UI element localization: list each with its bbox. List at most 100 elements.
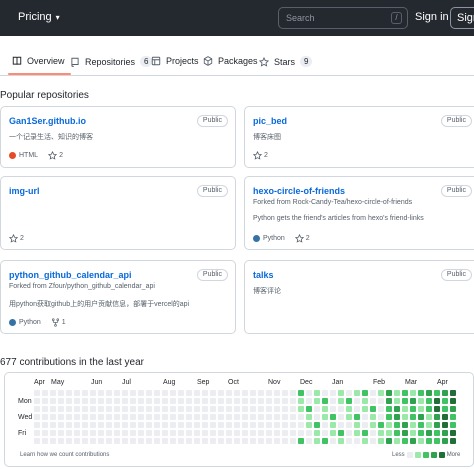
contribution-day[interactable] bbox=[98, 390, 104, 396]
contribution-day[interactable] bbox=[322, 414, 328, 420]
contribution-day[interactable] bbox=[170, 422, 176, 428]
contribution-day[interactable] bbox=[314, 414, 320, 420]
contribution-day[interactable] bbox=[330, 438, 336, 444]
contribution-day[interactable] bbox=[346, 430, 352, 436]
contribution-day[interactable] bbox=[386, 414, 392, 420]
contribution-day[interactable] bbox=[242, 414, 248, 420]
sign-in-link[interactable]: Sign in bbox=[415, 11, 449, 23]
contribution-day[interactable] bbox=[394, 438, 400, 444]
contribution-day[interactable] bbox=[450, 390, 456, 396]
contribution-day[interactable] bbox=[306, 438, 312, 444]
contribution-day[interactable] bbox=[130, 390, 136, 396]
contribution-day[interactable] bbox=[450, 438, 456, 444]
contribution-day[interactable] bbox=[66, 414, 72, 420]
contribution-day[interactable] bbox=[386, 406, 392, 412]
contribution-day[interactable] bbox=[162, 422, 168, 428]
contribution-day[interactable] bbox=[90, 422, 96, 428]
contribution-day[interactable] bbox=[130, 422, 136, 428]
contribution-day[interactable] bbox=[410, 430, 416, 436]
contribution-day[interactable] bbox=[146, 398, 152, 404]
contribution-day[interactable] bbox=[34, 430, 40, 436]
contribution-day[interactable] bbox=[314, 430, 320, 436]
contribution-day[interactable] bbox=[242, 390, 248, 396]
contribution-day[interactable] bbox=[346, 390, 352, 396]
contribution-day[interactable] bbox=[58, 398, 64, 404]
contribution-day[interactable] bbox=[346, 414, 352, 420]
contribution-day[interactable] bbox=[418, 390, 424, 396]
contribution-day[interactable] bbox=[378, 430, 384, 436]
repo-stars-link[interactable]: 2 bbox=[9, 234, 24, 243]
contribution-day[interactable] bbox=[450, 430, 456, 436]
contribution-day[interactable] bbox=[58, 438, 64, 444]
contribution-day[interactable] bbox=[306, 390, 312, 396]
contribution-day[interactable] bbox=[370, 390, 376, 396]
contribution-day[interactable] bbox=[66, 438, 72, 444]
contribution-day[interactable] bbox=[386, 398, 392, 404]
contribution-day[interactable] bbox=[290, 390, 296, 396]
contribution-day[interactable] bbox=[74, 422, 80, 428]
contribution-day[interactable] bbox=[146, 438, 152, 444]
contribution-day[interactable] bbox=[138, 414, 144, 420]
contribution-day[interactable] bbox=[170, 430, 176, 436]
contribution-day[interactable] bbox=[42, 406, 48, 412]
contribution-day[interactable] bbox=[250, 422, 256, 428]
contribution-day[interactable] bbox=[50, 422, 56, 428]
contribution-day[interactable] bbox=[290, 406, 296, 412]
contribution-day[interactable] bbox=[242, 438, 248, 444]
contribution-day[interactable] bbox=[202, 406, 208, 412]
contribution-day[interactable] bbox=[274, 422, 280, 428]
contribution-day[interactable] bbox=[106, 430, 112, 436]
contribution-day[interactable] bbox=[130, 430, 136, 436]
contribution-day[interactable] bbox=[266, 414, 272, 420]
contribution-day[interactable] bbox=[66, 430, 72, 436]
contribution-day[interactable] bbox=[354, 398, 360, 404]
contribution-day[interactable] bbox=[74, 390, 80, 396]
tab-projects[interactable]: Projects bbox=[151, 56, 199, 66]
contribution-day[interactable] bbox=[106, 422, 112, 428]
repo-name-link[interactable]: python_github_calendar_api bbox=[9, 270, 132, 280]
contribution-day[interactable] bbox=[426, 390, 432, 396]
contribution-day[interactable] bbox=[234, 438, 240, 444]
contribution-day[interactable] bbox=[210, 390, 216, 396]
contribution-day[interactable] bbox=[194, 414, 200, 420]
contribution-day[interactable] bbox=[442, 414, 448, 420]
contribution-day[interactable] bbox=[186, 430, 192, 436]
contribution-day[interactable] bbox=[282, 406, 288, 412]
contribution-day[interactable] bbox=[362, 422, 368, 428]
contribution-day[interactable] bbox=[266, 398, 272, 404]
contribution-day[interactable] bbox=[138, 406, 144, 412]
contribution-day[interactable] bbox=[234, 414, 240, 420]
contribution-day[interactable] bbox=[418, 398, 424, 404]
contribution-day[interactable] bbox=[306, 422, 312, 428]
contribution-day[interactable] bbox=[370, 422, 376, 428]
contribution-day[interactable] bbox=[50, 390, 56, 396]
contribution-day[interactable] bbox=[442, 406, 448, 412]
contribution-day[interactable] bbox=[274, 406, 280, 412]
contribution-day[interactable] bbox=[186, 438, 192, 444]
contribution-day[interactable] bbox=[354, 414, 360, 420]
contribution-day[interactable] bbox=[386, 430, 392, 436]
contribution-day[interactable] bbox=[98, 430, 104, 436]
contribution-day[interactable] bbox=[82, 422, 88, 428]
contribution-day[interactable] bbox=[282, 414, 288, 420]
contribution-day[interactable] bbox=[386, 390, 392, 396]
contribution-day[interactable] bbox=[90, 390, 96, 396]
contribution-day[interactable] bbox=[82, 414, 88, 420]
contribution-day[interactable] bbox=[90, 414, 96, 420]
contribution-day[interactable] bbox=[434, 398, 440, 404]
contribution-day[interactable] bbox=[282, 422, 288, 428]
contribution-day[interactable] bbox=[186, 398, 192, 404]
contribution-day[interactable] bbox=[170, 398, 176, 404]
contribution-day[interactable] bbox=[338, 422, 344, 428]
contribution-day[interactable] bbox=[378, 422, 384, 428]
contribution-day[interactable] bbox=[162, 406, 168, 412]
contribution-day[interactable] bbox=[122, 414, 128, 420]
contribution-day[interactable] bbox=[362, 398, 368, 404]
contribution-day[interactable] bbox=[186, 406, 192, 412]
contribution-day[interactable] bbox=[442, 390, 448, 396]
contribution-day[interactable] bbox=[418, 430, 424, 436]
contribution-day[interactable] bbox=[170, 406, 176, 412]
contribution-day[interactable] bbox=[354, 390, 360, 396]
contribution-day[interactable] bbox=[450, 414, 456, 420]
contribution-day[interactable] bbox=[42, 438, 48, 444]
